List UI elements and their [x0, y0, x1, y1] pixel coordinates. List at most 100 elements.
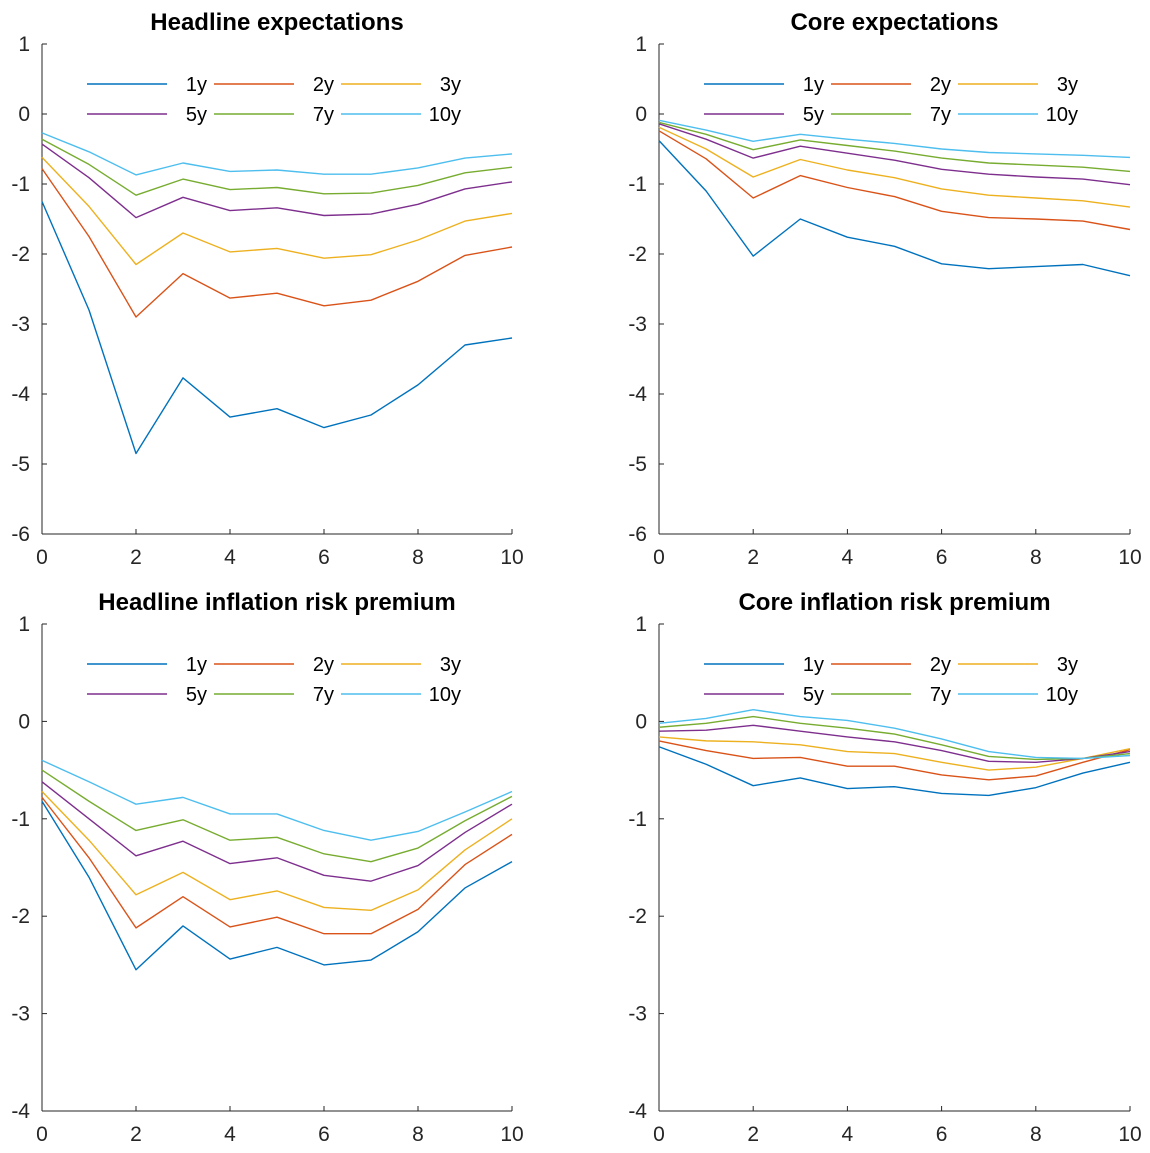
y-tick-label: 0	[18, 710, 30, 733]
series-line-7y	[658, 121, 1131, 173]
series-line-2y	[658, 130, 1131, 231]
series-line-10y	[658, 709, 1131, 760]
legend-label-7y: 7y	[930, 684, 951, 706]
legend-label-2y: 2y	[313, 654, 334, 676]
x-tick-label: 10	[500, 546, 523, 569]
y-tick-label: -2	[11, 905, 30, 928]
x-tick-label: 2	[130, 546, 142, 569]
legend-label-1y: 1y	[186, 654, 207, 676]
legend-label-3y: 3y	[1057, 74, 1078, 96]
chart-title: Core inflation risk premium	[738, 589, 1050, 616]
y-tick-label: -3	[628, 1003, 647, 1026]
series-line-7y	[41, 138, 513, 196]
y-tick-label: -1	[11, 173, 30, 196]
y-tick-label: -4	[11, 1100, 30, 1123]
y-tick-label: 0	[635, 710, 647, 733]
y-tick-label: -3	[11, 1003, 30, 1026]
legend-label-1y: 1y	[803, 74, 824, 96]
x-tick-label: 10	[1118, 1123, 1141, 1146]
legend-label-3y: 3y	[440, 74, 461, 96]
series-line-1y	[41, 800, 513, 971]
legend-label-5y: 5y	[803, 104, 824, 126]
y-tick-label: -1	[628, 173, 647, 196]
x-tick-label: 0	[36, 546, 48, 569]
y-tick-label: -1	[11, 808, 30, 831]
y-tick-label: 1	[18, 33, 30, 56]
y-tick-label: -6	[11, 523, 30, 546]
y-tick-label: -3	[628, 313, 647, 336]
x-tick-label: 10	[1118, 546, 1141, 569]
legend-label-5y: 5y	[186, 684, 207, 706]
x-tick-label: 6	[318, 1123, 330, 1146]
y-tick-label: -2	[628, 905, 647, 928]
legend-label-3y: 3y	[440, 654, 461, 676]
series-line-5y	[658, 123, 1131, 186]
y-tick-label: -1	[628, 808, 647, 831]
x-tick-label: 8	[412, 1123, 424, 1146]
x-tick-label: 4	[842, 1123, 854, 1146]
x-tick-label: 6	[936, 546, 948, 569]
y-tick-label: 0	[18, 103, 30, 126]
legend-label-3y: 3y	[1057, 654, 1078, 676]
x-tick-label: 8	[412, 546, 424, 569]
legend-label-2y: 2y	[930, 74, 951, 96]
y-tick-label: 0	[635, 103, 647, 126]
legend-label-5y: 5y	[803, 684, 824, 706]
x-tick-label: 0	[653, 1123, 665, 1146]
x-tick-label: 2	[130, 1123, 142, 1146]
series-line-7y	[41, 769, 513, 863]
series-line-3y	[658, 126, 1131, 208]
legend-label-2y: 2y	[313, 74, 334, 96]
x-tick-label: 4	[224, 1123, 236, 1146]
legend-label-1y: 1y	[803, 654, 824, 676]
legend-label-7y: 7y	[930, 104, 951, 126]
series-line-1y	[41, 201, 513, 455]
y-tick-label: -2	[11, 243, 30, 266]
series-line-1y	[658, 140, 1131, 277]
series-line-10y	[41, 759, 513, 841]
y-tick-label: -6	[628, 523, 647, 546]
y-tick-label: -3	[11, 313, 30, 336]
x-tick-label: 6	[936, 1123, 948, 1146]
x-tick-label: 4	[842, 546, 854, 569]
y-tick-label: -4	[11, 383, 30, 406]
y-tick-label: -4	[628, 1100, 647, 1123]
x-tick-label: 8	[1030, 546, 1042, 569]
series-line-3y	[658, 736, 1131, 771]
legend-label-10y: 10y	[1046, 684, 1078, 706]
series-line-2y	[658, 740, 1131, 781]
x-tick-label: 0	[653, 546, 665, 569]
series-line-2y	[41, 796, 513, 935]
legend-label-2y: 2y	[930, 654, 951, 676]
x-tick-label: 10	[500, 1123, 523, 1146]
x-tick-label: 4	[224, 546, 236, 569]
x-tick-label: 8	[1030, 1123, 1042, 1146]
series-line-5y	[41, 781, 513, 882]
series-line-10y	[658, 119, 1131, 159]
y-tick-label: -4	[628, 383, 647, 406]
series-line-5y	[41, 143, 513, 219]
y-tick-label: -5	[11, 453, 30, 476]
chart-title: Headline inflation risk premium	[98, 589, 455, 616]
y-tick-label: 1	[18, 613, 30, 636]
series-line-7y	[658, 715, 1131, 761]
series-line-3y	[41, 156, 513, 266]
legend-label-1y: 1y	[186, 74, 207, 96]
legend-label-10y: 10y	[1046, 104, 1078, 126]
legend-label-7y: 7y	[313, 684, 334, 706]
y-tick-label: 1	[635, 33, 647, 56]
legend-label-10y: 10y	[429, 104, 461, 126]
series-line-1y	[658, 746, 1131, 797]
series-line-10y	[41, 132, 513, 176]
y-tick-label: 1	[635, 613, 647, 636]
legend-label-10y: 10y	[429, 684, 461, 706]
legend-label-5y: 5y	[186, 104, 207, 126]
chart-title: Headline expectations	[150, 9, 403, 36]
y-tick-label: -2	[628, 243, 647, 266]
series-line-3y	[41, 791, 513, 912]
chart-panel-3: Headline inflation risk premium10-1-2-3-…	[11, 589, 523, 1146]
chart-title: Core expectations	[790, 9, 998, 36]
